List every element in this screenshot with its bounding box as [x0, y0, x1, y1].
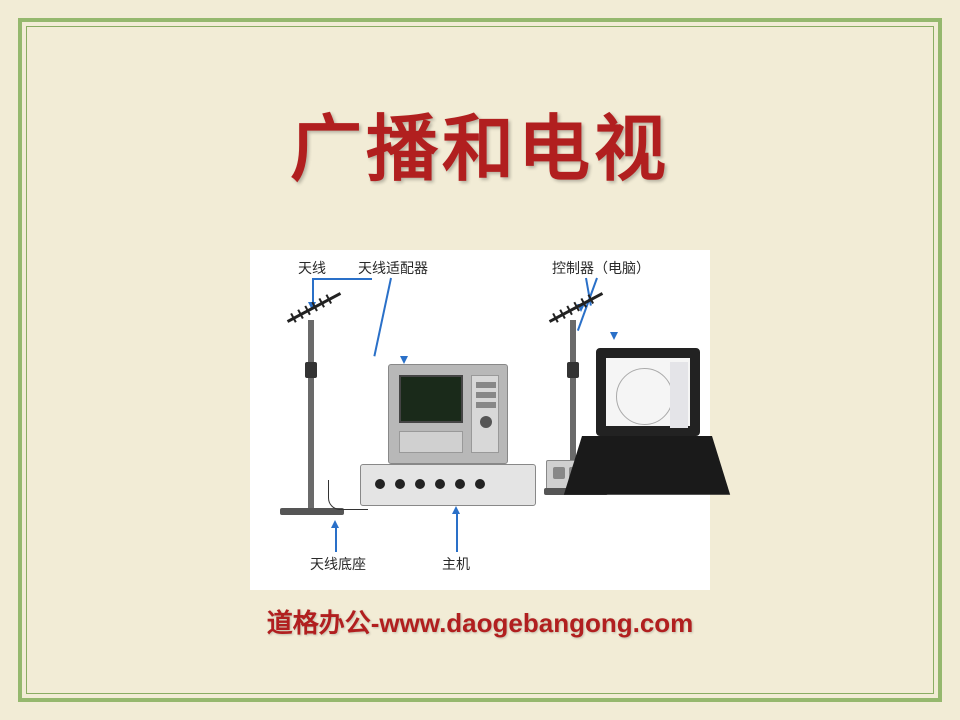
footer-text: 道格办公-www.daogebangong.com: [0, 603, 960, 640]
arrow-antenna-1: [312, 278, 314, 304]
label-adapter: 天线适配器: [358, 258, 428, 278]
arrow-adapter: [373, 278, 392, 357]
right-stand-clamp: [567, 362, 579, 378]
arrow-antenna-fork: [312, 278, 372, 280]
label-base: 天线底座: [310, 554, 366, 574]
laptop-keyboard: [564, 436, 730, 495]
label-host: 主机: [442, 554, 470, 574]
arrow-host: [456, 512, 458, 552]
equipment-diagram: 天线 天线适配器 控制器（电脑） 天线底座 主机: [250, 250, 710, 590]
arrowhead-host: [452, 506, 460, 514]
analyzer-panel: [471, 375, 499, 453]
arrowhead-adapter: [400, 356, 408, 364]
right-antenna: [549, 292, 603, 323]
cable-left: [328, 480, 368, 510]
left-stand-clamp: [305, 362, 317, 378]
arrowhead-controller-2: [610, 332, 618, 340]
left-stand-pole: [308, 320, 314, 510]
page-title: 广播和电视: [0, 90, 960, 195]
label-antenna: 天线: [298, 258, 326, 278]
left-antenna: [287, 292, 341, 323]
spectrum-analyzer: [388, 364, 508, 464]
host-unit: [360, 464, 536, 506]
label-controller: 控制器（电脑）: [552, 258, 650, 278]
analyzer-lower-panel: [399, 431, 463, 453]
arrowhead-base: [331, 520, 339, 528]
arrow-base: [335, 526, 337, 552]
laptop-screen: [596, 348, 700, 436]
analyzer-screen: [399, 375, 463, 423]
